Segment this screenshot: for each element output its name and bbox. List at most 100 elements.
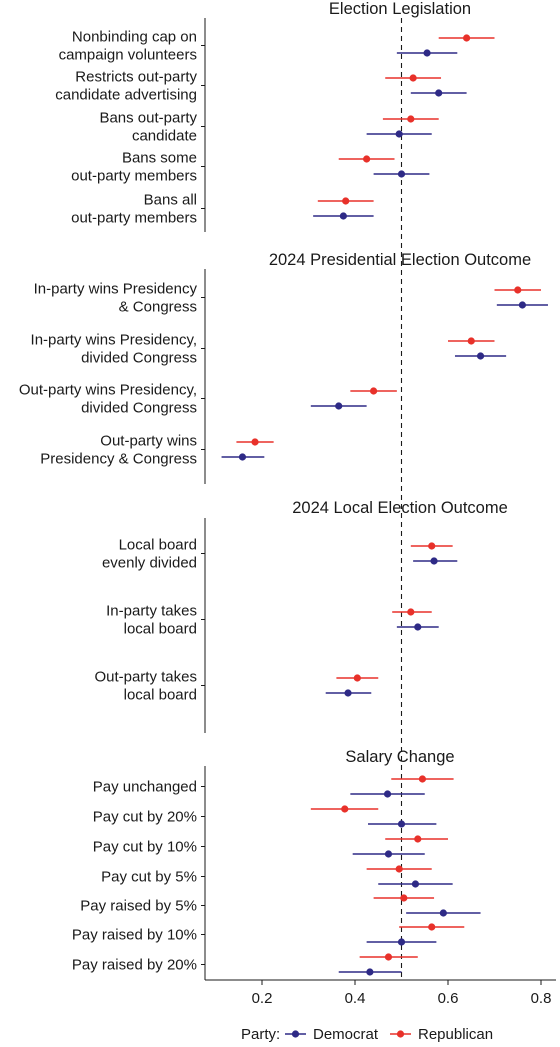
category-label-line: Out-party wins Presidency, [19, 382, 197, 399]
democrat-point [339, 212, 347, 220]
category-label: Bans all out-party members [71, 192, 197, 227]
democrat-point [383, 790, 392, 798]
democrat-point [435, 89, 443, 97]
category-label-line: Out-party takes [94, 669, 197, 686]
category-label-line: In-party takes [106, 603, 197, 620]
republican-point [463, 34, 471, 42]
category-label-line: Bans all [144, 192, 197, 209]
x-tick-label: 0.8 [531, 990, 552, 1007]
panel-4: Salary Change Pay unchanged Pay cut by 20%… [72, 748, 481, 980]
democrat-point [238, 453, 247, 461]
republican-point [467, 337, 475, 345]
category-label-line: candidate [132, 128, 197, 145]
democrat-point [395, 130, 403, 138]
category-label-line: & Congress [119, 299, 197, 316]
category-label-line: out-party members [71, 168, 197, 185]
category-label-line: Local board [119, 537, 197, 554]
category-label: Out-party takes local board [94, 669, 197, 704]
republican-point [514, 286, 522, 294]
legend-title: Party: [241, 1026, 280, 1043]
republican-point [363, 155, 371, 163]
category-label: Nonbinding cap on campaign volunteers [59, 29, 197, 64]
category-label: Pay raised by 10% [72, 927, 197, 944]
democrat-point [366, 968, 374, 976]
legend-label: Democrat [313, 1026, 379, 1043]
category-label: In-party wins Presidency, divided Congres… [31, 332, 197, 367]
category-label: Pay cut by 20% [93, 809, 197, 826]
category-label: Local board evenly divided [102, 537, 197, 572]
category-label-line: Pay cut by 5% [101, 869, 197, 886]
category-label-line: divided Congress [81, 350, 197, 367]
x-tick-label: 0.4 [345, 990, 366, 1007]
democrat-point [335, 402, 343, 410]
category-label-line: Pay raised by 20% [72, 957, 197, 974]
republican-point [407, 608, 415, 616]
category-label-line: local board [124, 621, 197, 638]
democrat-point [518, 301, 527, 309]
republican-point [428, 542, 436, 550]
republican-point [418, 775, 427, 783]
republican-point [370, 387, 378, 395]
category-label-line: Nonbinding cap on [72, 29, 197, 46]
republican-point [353, 674, 361, 682]
category-label-line: Out-party wins [100, 433, 197, 450]
category-label-line: candidate advertising [55, 87, 197, 104]
category-label: Pay raised by 5% [80, 898, 197, 915]
panel-title: Salary Change [345, 748, 454, 766]
category-label: Restricts out-party candidate advertising [55, 69, 197, 104]
category-label-line: Pay raised by 5% [80, 898, 197, 915]
category-label-line: In-party wins Presidency [34, 281, 198, 298]
category-label: Pay unchanged [93, 779, 197, 796]
democrat-point [397, 820, 406, 828]
category-label-line: divided Congress [81, 400, 197, 417]
category-label-line: Bans some [122, 150, 197, 167]
category-label: Out-party wins Presidency & Congress [40, 433, 197, 468]
category-label-line: Restricts out-party [75, 69, 197, 86]
panel-1: Election Legislation Nonbinding cap on cam… [55, 0, 495, 232]
category-label-line: Pay cut by 10% [93, 839, 197, 856]
panel-title: 2024 Local Election Outcome [292, 499, 508, 517]
republican-point [409, 74, 417, 82]
republican-point [407, 115, 415, 123]
x-tick-label: 0.6 [438, 990, 459, 1007]
category-label: Out-party wins Presidency, divided Congre… [19, 382, 197, 417]
category-label: In-party wins Presidency & Congress [34, 281, 198, 316]
democrat-point [430, 557, 438, 565]
panel-title: 2024 Presidential Election Outcome [269, 251, 531, 269]
category-label: Pay cut by 5% [101, 869, 197, 886]
democrat-point [414, 623, 422, 631]
legend-key-point [396, 1030, 405, 1038]
republican-point [251, 438, 259, 446]
category-label-line: out-party members [71, 210, 197, 227]
category-label-line: local board [124, 687, 197, 704]
category-label-line: In-party wins Presidency, [31, 332, 197, 349]
panel-3: 2024 Local Election Outcome Local board ev… [94, 499, 508, 733]
democrat-point [439, 909, 447, 917]
category-label-line: Presidency & Congress [40, 451, 197, 468]
legend-key-point [291, 1030, 300, 1038]
category-label-line: Pay cut by 20% [93, 809, 197, 826]
x-tick-label: 0.2 [252, 990, 273, 1007]
category-label: In-party takes local board [106, 603, 197, 638]
democrat-point [423, 49, 431, 57]
republican-point [414, 835, 422, 843]
republican-point [341, 805, 349, 813]
republican-point [342, 197, 350, 205]
democrat-point [397, 938, 406, 946]
category-label: Bans some out-party members [71, 150, 197, 185]
republican-point [428, 923, 436, 931]
category-label: Bans out-party candidate [99, 110, 197, 145]
democrat-point [397, 170, 406, 178]
category-label-line: Pay raised by 10% [72, 927, 197, 944]
category-label-line: Bans out-party [99, 110, 197, 127]
republican-point [400, 894, 408, 902]
democrat-point [411, 880, 420, 888]
democrat-point [476, 352, 485, 360]
category-label-line: campaign volunteers [59, 47, 197, 64]
category-label: Pay raised by 20% [72, 957, 197, 974]
category-label-line: Pay unchanged [93, 779, 197, 796]
category-label-line: evenly divided [102, 555, 197, 572]
category-label: Pay cut by 10% [93, 839, 197, 856]
panel-title: Election Legislation [329, 0, 471, 18]
